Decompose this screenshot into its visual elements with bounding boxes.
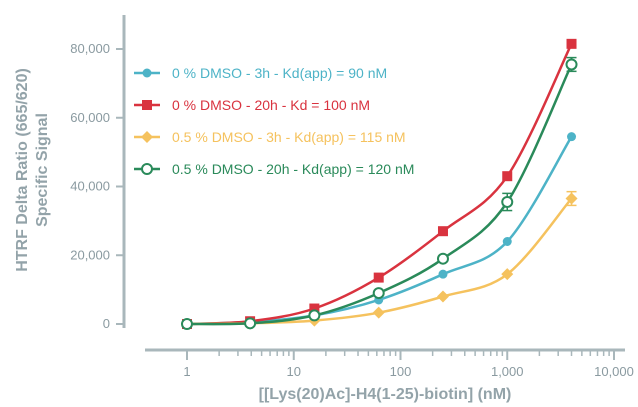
y-axis-label: HTRF Delta Ratio (665/620) Specific Sign…	[14, 68, 51, 272]
y-ticks: 0 20,000 40,000 60,000 80,000	[70, 41, 124, 331]
legend-label-series-1: 0 % DMSO - 3h - Kd(app) = 90 nM	[172, 65, 387, 81]
y-tick-label: 0	[103, 316, 110, 331]
x-tick-label: 1	[183, 364, 190, 379]
data-point-series-1	[438, 269, 448, 279]
legend-marker	[141, 131, 153, 143]
y-tick-label: 20,000	[70, 247, 110, 262]
data-point-series-2	[309, 303, 320, 314]
data-point-series-3	[436, 290, 449, 303]
data-points	[181, 38, 578, 330]
data-point-series-1	[502, 237, 512, 246]
x-tick-label: 10,000	[594, 364, 634, 379]
data-point-series-2	[502, 171, 513, 182]
legend-marker	[141, 163, 153, 175]
x-tick-label: 10	[287, 364, 301, 379]
y-axis: 0 20,000 40,000 60,000 80,000	[70, 15, 126, 331]
legend-label-series-2: 0 % DMSO - 20h - Kd = 100 nM	[172, 97, 370, 113]
data-point-series-4	[244, 317, 257, 330]
x-axis-label: [[Lys(20)Ac]-H4(1-25)-biotin] (nM)	[259, 386, 512, 403]
legend-label-series-4: 0.5 % DMSO - 20h - Kd(app) = 120 nM	[172, 161, 414, 177]
y-tick-label: 60,000	[70, 110, 110, 125]
data-point-series-3	[565, 192, 578, 205]
legend-marker	[142, 68, 152, 78]
x-axis: 1 10 100 1,000 10,000	[145, 348, 634, 379]
data-point-series-4	[565, 58, 578, 71]
legend-label-series-3: 0.5 % DMSO - 3h - Kd(app) = 115 nM	[172, 129, 406, 145]
y-axis-label-line2: Specific Signal	[34, 113, 51, 227]
data-point-series-1	[567, 132, 577, 142]
data-point-series-2	[566, 38, 577, 49]
x-ticks: 1 10 100 1,000 10,000	[183, 350, 634, 379]
legend: 0 % DMSO - 3h - Kd(app) = 90 nM 0 % DMSO …	[134, 65, 414, 177]
data-point-series-4	[436, 252, 449, 265]
data-point-series-4	[372, 287, 385, 300]
data-point-series-4	[181, 318, 193, 330]
data-point-series-2	[373, 272, 384, 283]
fit-curve-series-3	[186, 197, 573, 326]
data-point-series-3	[501, 268, 514, 281]
data-point-series-4	[501, 195, 514, 208]
data-point-series-4	[308, 309, 321, 322]
data-point-series-2	[437, 226, 448, 237]
data-point-series-3	[372, 306, 385, 319]
x-tick-label: 1,000	[491, 364, 524, 379]
y-tick-label: 40,000	[70, 179, 110, 194]
x-tick-label: 100	[390, 364, 412, 379]
legend-marker	[142, 100, 152, 110]
y-axis-label-line1: HTRF Delta Ratio (665/620)	[14, 68, 31, 272]
y-tick-label: 80,000	[70, 41, 110, 56]
